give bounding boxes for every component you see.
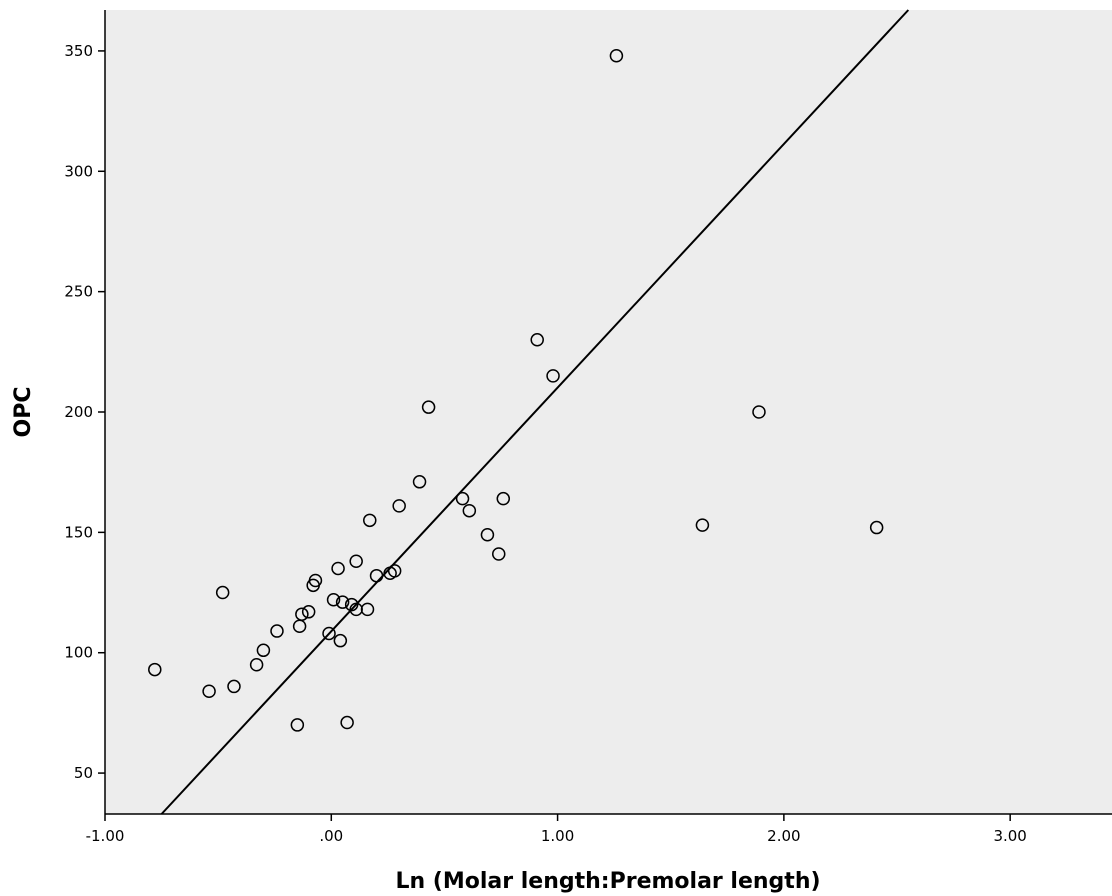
data-point <box>530 333 544 347</box>
data-point <box>491 547 506 561</box>
data-point <box>752 405 766 419</box>
data-point <box>256 643 271 658</box>
data-point <box>455 491 470 506</box>
y-tick-label: 350 <box>64 42 93 60</box>
y-axis-ticks: 50 100 150 200 250 300 350 <box>64 42 105 782</box>
x-axis-ticks: -1.00 .00 1.00 2.00 3.00 <box>86 814 1027 845</box>
data-point <box>546 369 560 383</box>
data-point <box>462 503 477 518</box>
data-point <box>331 561 345 576</box>
data-point <box>360 602 375 617</box>
y-tick-label: 300 <box>64 162 93 180</box>
y-tick-label: 150 <box>64 523 93 541</box>
x-tick-label: .00 <box>319 827 343 845</box>
data-point <box>496 491 511 506</box>
x-tick-label: 2.00 <box>767 827 800 845</box>
data-point <box>609 48 624 63</box>
x-tick-label: -1.00 <box>86 827 125 845</box>
data-point <box>301 605 316 619</box>
data-point <box>421 400 436 414</box>
data-point <box>249 658 264 672</box>
x-tick-label: 3.00 <box>993 827 1026 845</box>
data-point <box>290 718 305 732</box>
y-tick-label: 200 <box>64 403 93 421</box>
plot-area <box>105 10 1112 814</box>
data-point <box>326 593 341 607</box>
data-points <box>148 48 884 732</box>
data-point <box>869 520 884 535</box>
data-point <box>322 626 336 641</box>
data-point <box>227 679 241 694</box>
x-tick-label: 1.00 <box>541 827 574 845</box>
y-tick-label: 50 <box>74 764 93 782</box>
data-point <box>340 715 354 730</box>
data-point <box>412 475 427 489</box>
y-tick-label: 250 <box>64 283 93 301</box>
y-axis-title: OPC <box>11 387 36 438</box>
data-point <box>202 684 216 698</box>
data-point <box>480 528 495 542</box>
regression-line <box>160 9 910 815</box>
data-point <box>215 585 230 600</box>
data-point <box>148 662 162 677</box>
data-point <box>363 513 377 528</box>
data-point <box>335 595 350 609</box>
x-axis-title: Ln (Molar length:Premolar length) <box>395 869 820 894</box>
data-point <box>695 518 710 532</box>
data-point <box>333 633 348 648</box>
data-point <box>392 499 406 513</box>
data-point <box>349 554 363 568</box>
data-point <box>308 573 323 588</box>
data-point <box>270 624 284 638</box>
y-tick-label: 100 <box>64 644 93 662</box>
data-point <box>295 607 309 621</box>
